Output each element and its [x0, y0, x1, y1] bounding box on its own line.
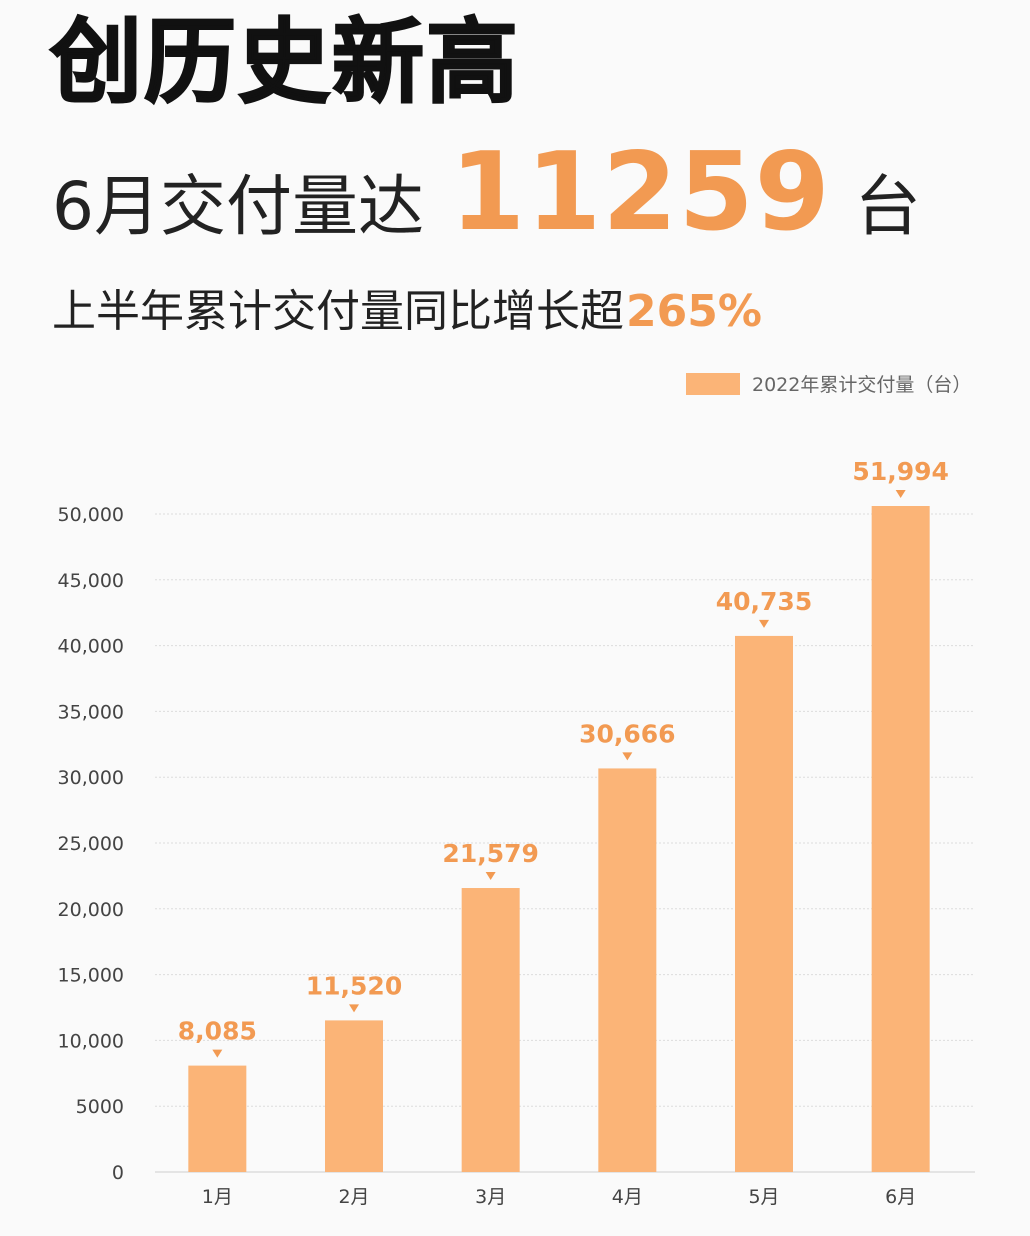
subline: 上半年累计交付量同比增长超265%: [52, 280, 762, 344]
y-tick-label: 5000: [76, 1096, 124, 1118]
x-tick-label: 5月: [748, 1186, 779, 1208]
legend-label: 2022年累计交付量（台）: [752, 374, 972, 396]
y-tick-label: 45,000: [58, 570, 124, 592]
y-tick-label: 20,000: [58, 899, 124, 921]
x-tick-label: 4月: [612, 1186, 643, 1208]
headline: 6月交付量达 11259 台: [52, 138, 921, 248]
y-tick-label: 0: [112, 1162, 124, 1184]
bar: [871, 506, 930, 1172]
x-tick-label: 2月: [338, 1186, 369, 1208]
bar: [188, 1065, 247, 1172]
bar: [735, 635, 793, 1172]
x-tick-label: 3月: [475, 1186, 506, 1208]
bar-value-label: 21,579: [442, 839, 538, 868]
value-marker-icon: [759, 619, 769, 628]
bar: [325, 1020, 383, 1172]
headline-prefix: 6月交付量达: [52, 168, 424, 245]
bar-value-label: 8,085: [178, 1017, 257, 1046]
value-marker-icon: [212, 1049, 223, 1058]
x-tick-label: 1月: [202, 1186, 233, 1208]
subline-text: 上半年累计交付量同比增长超: [52, 286, 624, 337]
y-tick-label: 50,000: [58, 504, 124, 526]
value-marker-icon: [622, 752, 633, 761]
bar-value-label: 51,994: [852, 457, 948, 486]
y-tick-label: 40,000: [58, 636, 124, 658]
headline-unit: 台: [854, 168, 921, 245]
bar-value-label: 11,520: [306, 971, 402, 1000]
legend-swatch: [686, 372, 740, 395]
bar: [598, 768, 657, 1172]
bar-value-label: 30,666: [579, 719, 675, 748]
y-tick-label: 10,000: [58, 1030, 124, 1052]
headline-number: 11259: [450, 130, 831, 255]
y-tick-label: 25,000: [58, 833, 124, 855]
y-tick-label: 15,000: [58, 965, 124, 987]
chart-legend: 2022年累计交付量（台）: [686, 370, 971, 397]
bar-value-label: 40,735: [716, 587, 812, 616]
growth-percentage: 265%: [626, 286, 762, 337]
y-tick-label: 35,000: [58, 701, 124, 723]
value-marker-icon: [895, 490, 906, 498]
y-tick-label: 30,000: [58, 767, 124, 789]
page-title: 创历史新高: [49, 8, 521, 117]
x-tick-label: 6月: [885, 1186, 916, 1208]
value-marker-icon: [349, 1004, 359, 1013]
value-marker-icon: [485, 872, 496, 881]
bar: [461, 888, 520, 1172]
